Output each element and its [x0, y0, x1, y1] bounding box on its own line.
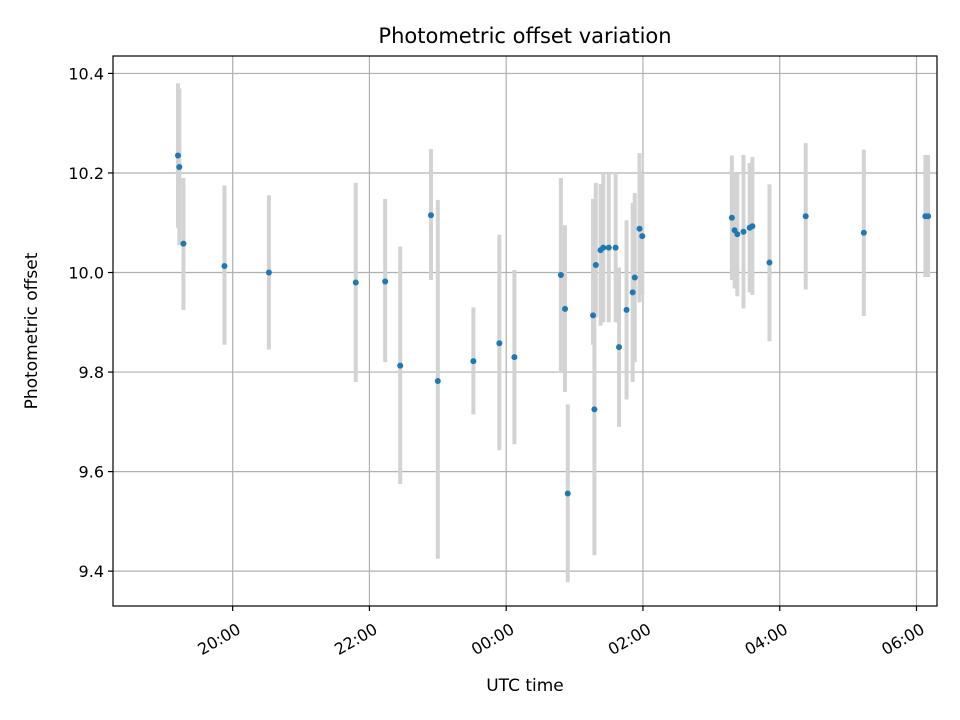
- data-point: [802, 213, 809, 220]
- data-point: [557, 272, 564, 279]
- data-points: [174, 152, 932, 497]
- y-tick-label: 9.4: [79, 562, 104, 581]
- data-point: [564, 490, 571, 497]
- data-point: [180, 240, 187, 247]
- data-point: [623, 306, 630, 313]
- data-point: [639, 233, 646, 240]
- y-tick-label: 10.4: [68, 64, 104, 83]
- data-point: [434, 378, 441, 385]
- data-point: [174, 152, 181, 159]
- y-tick-label: 10.2: [68, 164, 104, 183]
- data-point: [382, 278, 389, 285]
- data-point: [591, 406, 598, 413]
- data-point: [221, 263, 228, 270]
- data-point: [265, 269, 272, 276]
- x-axis-label: UTC time: [486, 676, 564, 696]
- data-point: [749, 223, 756, 230]
- y-tick-label: 9.6: [79, 463, 104, 482]
- data-point: [562, 305, 569, 312]
- data-point: [636, 225, 643, 232]
- y-tick-label: 9.8: [79, 363, 104, 382]
- data-point: [631, 274, 638, 281]
- data-point: [629, 289, 636, 296]
- chart-title: Photometric offset variation: [378, 24, 671, 48]
- y-axis-label: Photometric offset: [22, 252, 42, 409]
- data-point: [511, 354, 518, 361]
- data-point: [496, 340, 503, 347]
- data-point: [397, 362, 404, 369]
- data-point: [612, 244, 619, 251]
- data-point: [592, 262, 599, 269]
- plot-frame: [112, 55, 938, 607]
- data-point: [728, 214, 735, 221]
- grid: [113, 56, 937, 606]
- data-point: [605, 244, 612, 251]
- data-point: [427, 212, 434, 219]
- data-point: [925, 213, 932, 220]
- data-point: [740, 228, 747, 235]
- data-point: [470, 358, 477, 365]
- data-point: [860, 229, 867, 236]
- data-point: [176, 163, 183, 170]
- data-point: [590, 312, 597, 319]
- y-tick-label: 10.0: [68, 264, 104, 283]
- data-point: [352, 279, 359, 286]
- data-point: [600, 244, 607, 251]
- data-point: [766, 259, 773, 266]
- data-point: [616, 344, 623, 351]
- y-axis: 9.4 9.6 9.8 10.0 10.2 10.4: [68, 64, 113, 581]
- data-point: [734, 231, 741, 238]
